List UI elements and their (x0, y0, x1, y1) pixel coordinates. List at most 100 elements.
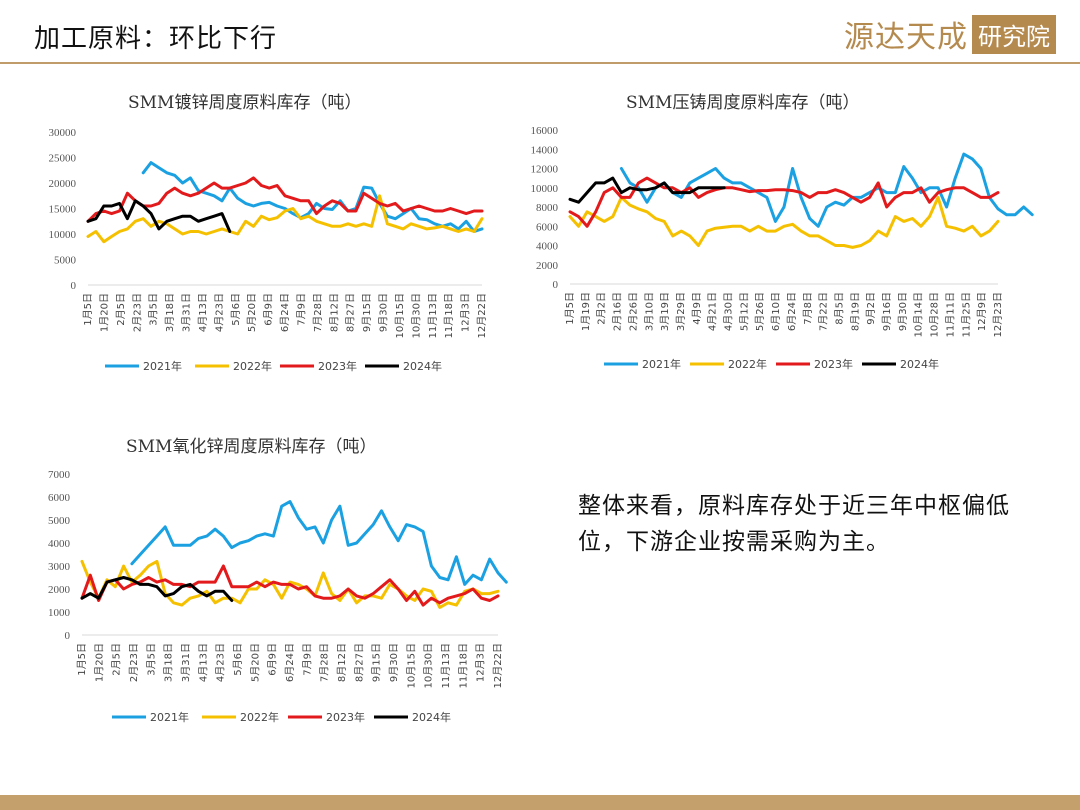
y-tick-label: 6000 (48, 492, 71, 504)
x-tick-label: 2月26日 (627, 292, 639, 331)
x-tick-label: 11月25日 (960, 292, 972, 337)
y-tick-label: 5000 (54, 255, 77, 267)
x-tick-label: 2月5日 (115, 293, 127, 326)
x-tick-label: 4月30日 (723, 292, 735, 331)
x-tick-label: 7月9日 (295, 293, 307, 326)
legend-label: 2022年 (728, 357, 767, 371)
x-tick-label: 11月18日 (443, 293, 455, 338)
x-tick-label: 2月16日 (612, 292, 624, 331)
series-line-4 (86, 199, 232, 233)
x-tick-label: 4月23日 (215, 643, 227, 682)
x-tick-label: 1月5日 (82, 293, 94, 326)
series-line-3 (86, 176, 484, 223)
x-tick-label: 12月22日 (476, 293, 488, 338)
x-tick-label: 9月15日 (371, 643, 383, 682)
y-tick-label: 20000 (49, 178, 77, 190)
y-tick-label: 10000 (531, 183, 559, 195)
x-tick-label: 6月9日 (267, 643, 279, 676)
x-tick-label: 6月10日 (770, 292, 782, 331)
y-tick-label: 10000 (49, 229, 77, 241)
chart-title-diecasting: SMM压铸周度原料库存（吨） (626, 93, 860, 113)
legend-label: 2021年 (143, 359, 182, 373)
x-tick-label: 5月20日 (249, 643, 261, 682)
x-tick-label: 4月13日 (197, 643, 209, 682)
x-tick-label: 1月5日 (76, 643, 88, 676)
y-tick-label: 0 (553, 279, 559, 291)
x-tick-label: 8月27日 (345, 293, 357, 332)
series-line-1 (141, 161, 484, 233)
x-tick-label: 5月6日 (232, 643, 244, 676)
y-tick-label: 16000 (531, 125, 559, 137)
summary-text: 整体来看，原料库存处于近三年中枢偏低位，下游企业按需采购为主。 (578, 493, 1010, 555)
y-tick-label: 8000 (536, 202, 559, 214)
y-tick-label: 3000 (48, 561, 71, 573)
x-tick-label: 11月18日 (457, 643, 469, 688)
x-tick-label: 11月13日 (427, 293, 439, 338)
y-tick-label: 4000 (536, 241, 559, 253)
x-tick-label: 5月20日 (246, 293, 258, 332)
x-tick-label: 12月23日 (992, 292, 1004, 337)
x-tick-label: 6月24日 (284, 643, 296, 682)
x-tick-label: 9月2日 (865, 292, 877, 325)
page-title: 加工原料：环比下行 (34, 24, 278, 54)
legend-label: 2021年 (150, 710, 189, 724)
x-tick-label: 8月12日 (328, 293, 340, 332)
series-line-4 (80, 576, 234, 602)
y-tick-label: 7000 (48, 469, 71, 481)
legend-label: 2021年 (642, 357, 681, 371)
x-tick-label: 2月23日 (131, 293, 143, 332)
legend-label: 2024年 (900, 357, 939, 371)
x-tick-label: 3月18日 (163, 643, 175, 682)
x-tick-label: 1月5日 (564, 292, 576, 325)
y-tick-label: 14000 (531, 144, 559, 156)
y-tick-label: 6000 (536, 221, 559, 233)
x-tick-label: 3月29日 (675, 292, 687, 331)
x-tick-label: 9月30日 (388, 643, 400, 682)
x-tick-label: 9月15日 (361, 293, 373, 332)
series-line-1 (130, 500, 508, 586)
x-tick-label: 3月5日 (148, 293, 160, 326)
series-line-3 (80, 564, 500, 607)
series-line-2 (568, 195, 1000, 249)
x-tick-label: 10月30日 (423, 643, 435, 688)
x-tick-label: 2月2日 (596, 292, 608, 325)
x-tick-label: 7月8日 (802, 292, 814, 325)
chart-title-zinc-oxide: SMM氧化锌周度原料库存（吨） (126, 437, 377, 457)
x-tick-label: 5月26日 (754, 292, 766, 331)
footer-bar (0, 795, 1080, 810)
x-tick-label: 10月15日 (405, 643, 417, 688)
legend-label: 2022年 (233, 359, 272, 373)
x-tick-label: 9月16日 (881, 292, 893, 331)
x-tick-label: 3月31日 (181, 293, 193, 332)
x-tick-label: 3月19日 (659, 292, 671, 331)
x-tick-label: 4月21日 (707, 292, 719, 331)
chart-title-galvanizing: SMM镀锌周度原料库存（吨） (128, 93, 362, 113)
x-tick-label: 10月28日 (929, 292, 941, 337)
chart-diecasting-inventory: 0 2000 4000 6000 8000 10000 12000 14000 16000 1月5… (531, 125, 1034, 371)
y-tick-label: 15000 (49, 204, 77, 216)
x-tick-label: 1月20日 (93, 643, 105, 682)
company-logo: 源达天成 研究院 (844, 14, 1056, 55)
x-tick-label: 6月24日 (786, 292, 798, 331)
y-tick-label: 5000 (48, 515, 71, 527)
x-tick-label: 1月20日 (98, 293, 110, 332)
x-tick-label: 8月19日 (849, 292, 861, 331)
x-tick-label: 8月5日 (833, 292, 845, 325)
x-tick-label: 1月19日 (580, 292, 592, 331)
legend-label: 2024年 (403, 359, 442, 373)
y-tick-label: 2000 (536, 260, 559, 272)
x-tick-label: 5月12日 (738, 292, 750, 331)
x-tick-label: 3月5日 (145, 643, 157, 676)
x-tick-label: 11月13日 (440, 643, 452, 688)
header-divider (0, 62, 1080, 64)
x-tick-label: 7月22日 (818, 292, 830, 331)
y-tick-label: 25000 (49, 153, 77, 165)
x-tick-label: 10月30日 (410, 293, 422, 338)
legend-label: 2023年 (814, 357, 853, 371)
series-line-1 (619, 152, 1034, 228)
x-tick-label: 4月23日 (213, 293, 225, 332)
x-tick-label: 12月22日 (492, 643, 504, 688)
x-tick-label: 2月5日 (111, 643, 123, 676)
legend-label: 2023年 (326, 710, 365, 724)
x-tick-label: 12月9日 (976, 292, 988, 331)
